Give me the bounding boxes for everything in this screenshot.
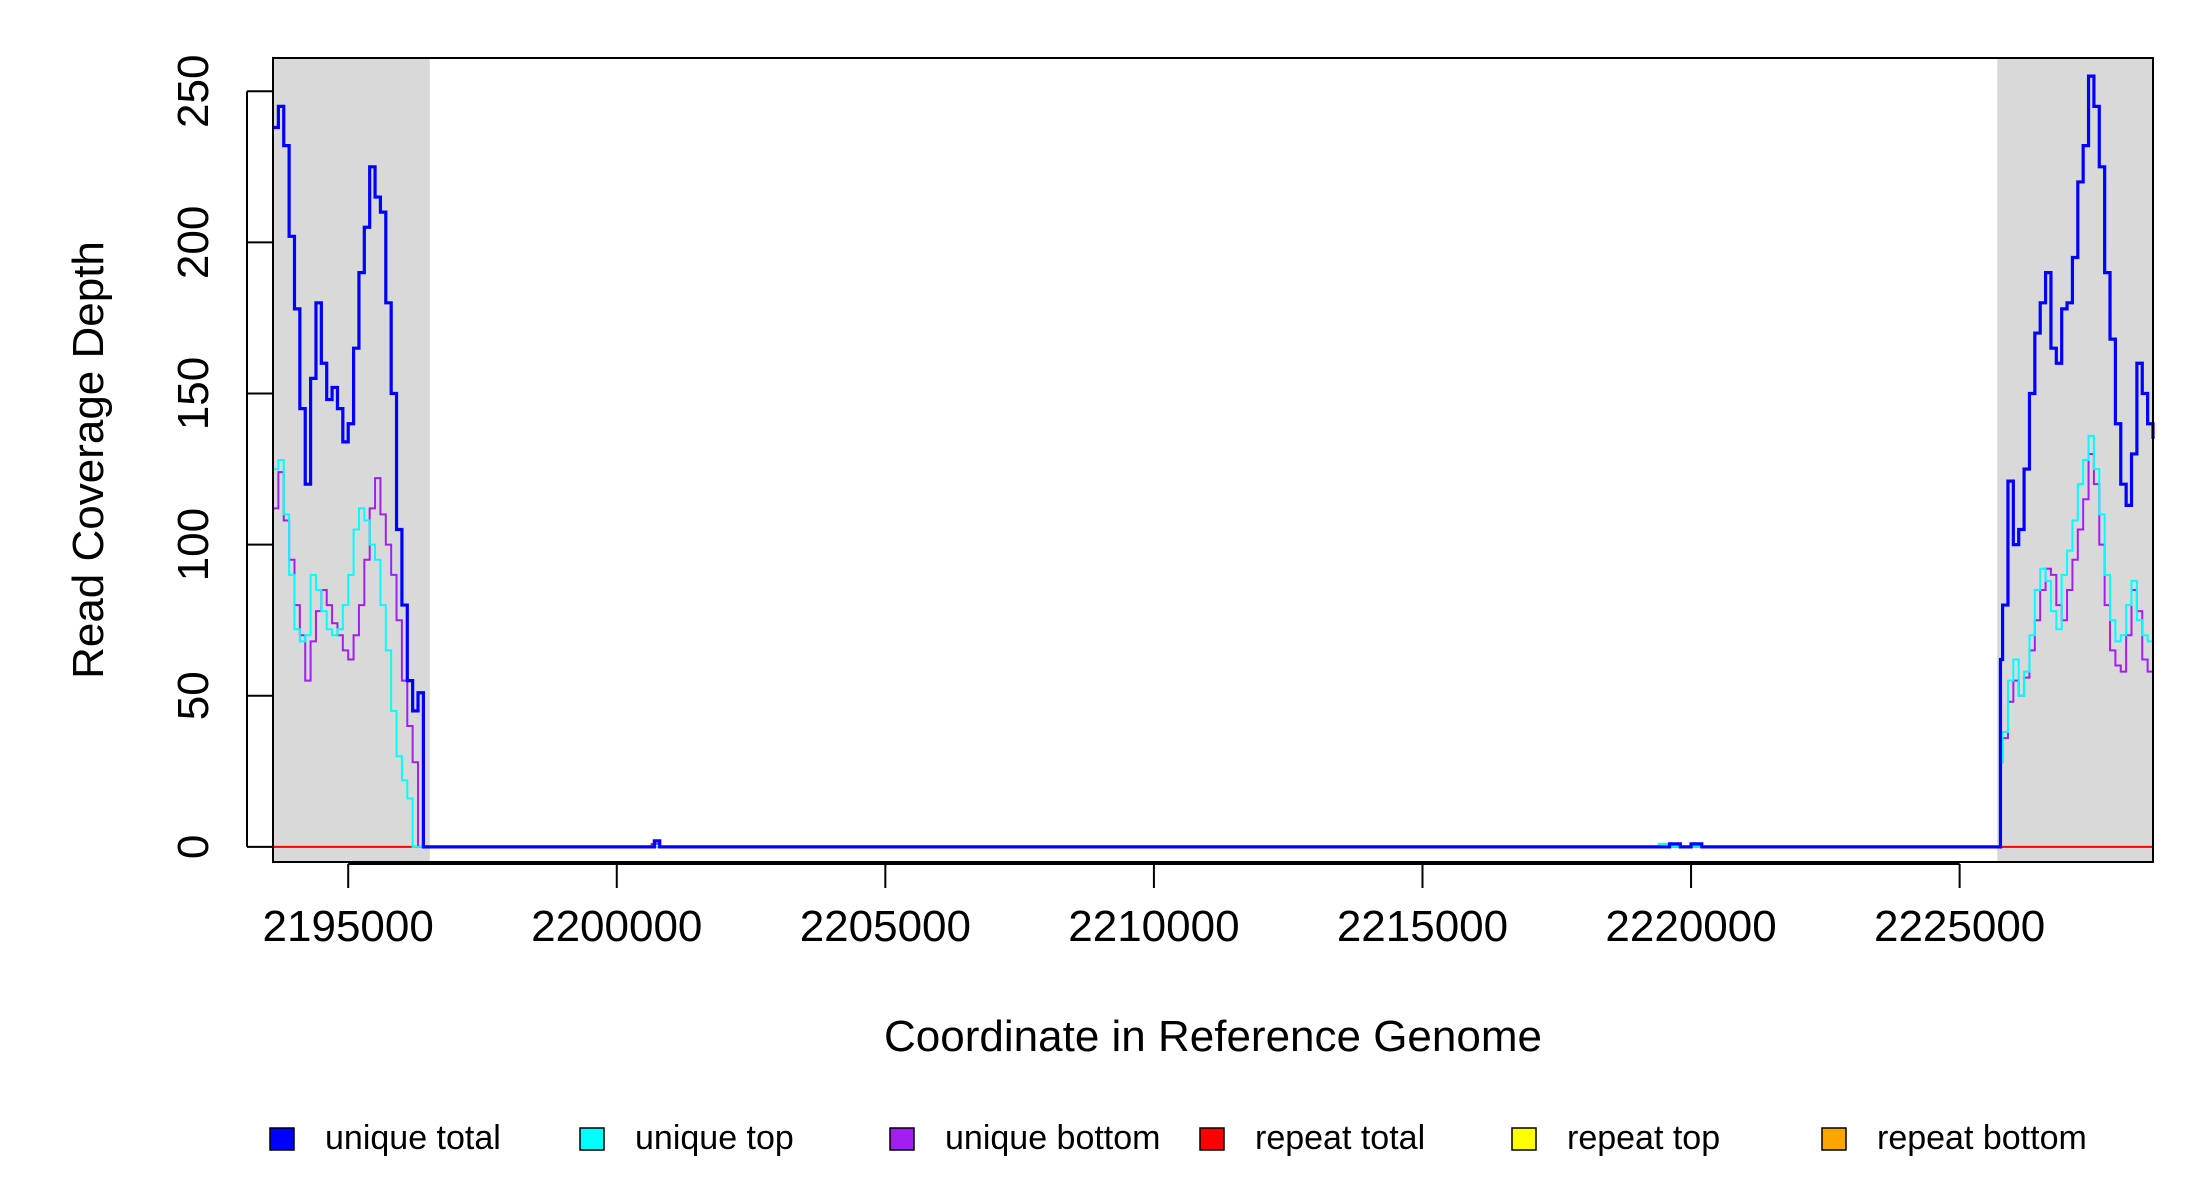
series-unique-bottom — [273, 452, 2154, 848]
legend-swatch-unique-top — [579, 1127, 605, 1151]
y-axis-label: Read Coverage Depth — [64, 241, 113, 679]
y-tick-label: 100 — [169, 508, 218, 581]
legend-label: unique total — [325, 1119, 501, 1157]
y-tick-label: 150 — [169, 357, 218, 430]
legend-swatch-unique-bottom — [889, 1127, 915, 1151]
series-unique-total — [273, 74, 2155, 849]
y-tick-label: 250 — [169, 55, 218, 128]
y-tick-label: 0 — [169, 835, 218, 859]
legend: unique total unique top unique bottom repea… — [269, 1119, 2087, 1157]
legend-label: unique top — [635, 1119, 794, 1157]
x-axis: 2195000 2200000 2205000 2210000 2215000 22200… — [263, 863, 2045, 951]
legend-swatch-repeat-total — [1199, 1127, 1225, 1151]
legend-swatch-unique-total — [269, 1127, 295, 1151]
plot-frame — [272, 57, 2154, 863]
x-tick-label: 2195000 — [263, 902, 434, 951]
shaded-regions — [273, 58, 2153, 862]
y-tick-label: 50 — [169, 671, 218, 720]
x-tick-label: 2205000 — [800, 902, 971, 951]
x-tick-label: 2215000 — [1337, 902, 1508, 951]
y-axis: 0 50 100 150 200 250 — [169, 55, 273, 859]
legend-label: unique bottom — [945, 1119, 1161, 1157]
x-tick-label: 2210000 — [1068, 902, 1239, 951]
x-axis-label: Coordinate in Reference Genome — [884, 1012, 1542, 1061]
shaded-region-2 — [1997, 58, 2153, 862]
series-unique-top — [273, 434, 2154, 848]
legend-label: repeat top — [1567, 1119, 1720, 1157]
x-tick-label: 2220000 — [1605, 902, 1776, 951]
shaded-region-1 — [273, 58, 430, 862]
series-lines — [273, 74, 2155, 849]
legend-label: repeat total — [1255, 1119, 1425, 1157]
x-tick-label: 2225000 — [1874, 902, 2045, 951]
x-tick-label: 2200000 — [531, 902, 702, 951]
legend-label: repeat bottom — [1877, 1119, 2087, 1157]
legend-swatch-repeat-top — [1511, 1127, 1537, 1151]
legend-swatch-repeat-bottom — [1821, 1127, 1847, 1151]
y-tick-label: 200 — [169, 206, 218, 279]
